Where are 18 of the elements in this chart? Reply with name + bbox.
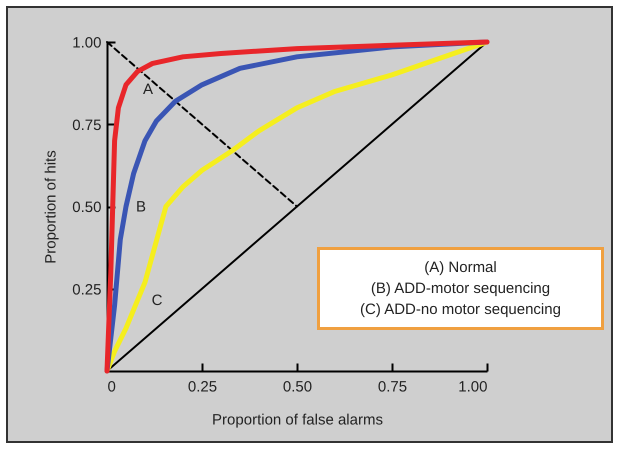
x-axis-title: Proportion of false alarms: [212, 412, 383, 428]
annotation: (B) ADD-motor sequencing: [370, 279, 552, 299]
x-tick-label: 0: [108, 378, 116, 396]
y-tick-label: 0.25: [72, 281, 102, 298]
x-tick-label: 1.00: [458, 378, 488, 396]
series-label: B: [136, 198, 146, 216]
x-tick-label: 0.25: [188, 378, 218, 396]
text-box: (A) Normal (B) ADD-motor sequencing (C) ADD-no motor sequencing: [317, 247, 604, 330]
annotation: (A) Normal: [423, 258, 498, 278]
y-tick-label: 0.75: [72, 116, 102, 134]
y-tick-label: 0.50: [72, 199, 102, 216]
series-label: C: [152, 292, 163, 310]
series-label: A: [142, 80, 154, 98]
x-tick-label: 0.50: [282, 378, 312, 396]
y-axis-title: Proportion of hits: [42, 150, 60, 264]
annotation: (C) ADD-no motor sequencing: [359, 300, 562, 320]
y-tick-label: 1.00: [72, 34, 102, 52]
x-tick-label: 0.75: [378, 378, 408, 396]
